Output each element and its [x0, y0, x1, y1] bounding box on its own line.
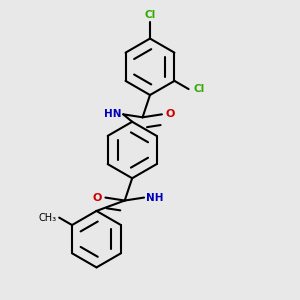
Text: HN: HN	[104, 109, 122, 119]
Text: O: O	[92, 193, 102, 202]
Text: O: O	[166, 109, 175, 119]
Text: Cl: Cl	[144, 10, 156, 20]
Text: NH: NH	[146, 193, 163, 202]
Text: CH₃: CH₃	[39, 213, 57, 223]
Text: Cl: Cl	[193, 84, 204, 94]
